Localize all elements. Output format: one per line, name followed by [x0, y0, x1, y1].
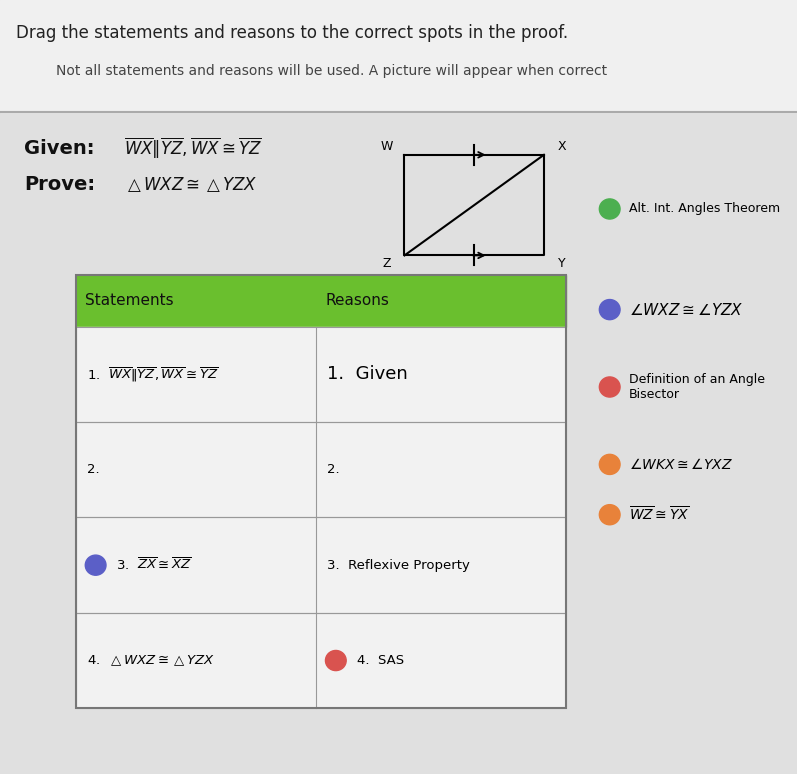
Text: Not all statements and reasons will be used. A picture will appear when correct: Not all statements and reasons will be u… — [56, 64, 607, 78]
Text: W: W — [381, 140, 393, 152]
Circle shape — [599, 505, 620, 525]
Bar — [76, 422, 566, 518]
Circle shape — [599, 377, 620, 397]
Bar — [76, 613, 566, 708]
Text: Reasons: Reasons — [325, 293, 389, 308]
Text: 4.  $\triangle WXZ\cong\triangle YZX$: 4. $\triangle WXZ\cong\triangle YZX$ — [87, 653, 214, 668]
Bar — [76, 275, 566, 327]
Text: Given:: Given: — [24, 139, 94, 158]
Text: Y: Y — [558, 258, 565, 270]
Text: Drag the statements and reasons to the correct spots in the proof.: Drag the statements and reasons to the c… — [16, 24, 568, 43]
Text: Prove:: Prove: — [24, 175, 95, 194]
Text: X: X — [557, 140, 566, 152]
Circle shape — [325, 650, 346, 670]
Text: Alt. Int. Angles Theorem: Alt. Int. Angles Theorem — [629, 203, 780, 215]
Text: 2.: 2. — [87, 464, 100, 476]
Bar — [76, 613, 566, 708]
Text: $\overline{WZ}\cong\overline{YX}$: $\overline{WZ}\cong\overline{YX}$ — [629, 505, 689, 524]
Bar — [76, 327, 566, 422]
Circle shape — [599, 300, 620, 320]
Text: 3.  $\overline{ZX}\cong\overline{XZ}$: 3. $\overline{ZX}\cong\overline{XZ}$ — [116, 557, 192, 574]
Text: 4.  SAS: 4. SAS — [356, 654, 403, 667]
Text: 1.  $\overline{WX}\|\overline{YZ},\overline{WX}\cong\overline{YZ}$: 1. $\overline{WX}\|\overline{YZ},\overli… — [87, 365, 218, 384]
Text: 2.: 2. — [327, 464, 340, 476]
Bar — [76, 327, 566, 422]
Text: $\angle WKX\cong\angle YXZ$: $\angle WKX\cong\angle YXZ$ — [629, 457, 732, 472]
Text: Definition of an Angle
Bisector: Definition of an Angle Bisector — [629, 373, 765, 401]
Text: 1.  Given: 1. Given — [327, 365, 408, 383]
Text: 3.  Reflexive Property: 3. Reflexive Property — [327, 559, 470, 572]
Text: $\angle WXZ\cong\angle YZX$: $\angle WXZ\cong\angle YZX$ — [629, 302, 744, 317]
Bar — [76, 422, 566, 518]
Text: Z: Z — [383, 258, 391, 270]
Bar — [76, 275, 566, 708]
Text: $\triangle WXZ\cong\triangle YZX$: $\triangle WXZ\cong\triangle YZX$ — [124, 175, 257, 194]
Bar — [0, 0, 797, 112]
Text: $\overline{WX}\|\overline{YZ},\overline{WX}\cong\overline{YZ}$: $\overline{WX}\|\overline{YZ},\overline{… — [124, 136, 262, 161]
Circle shape — [85, 555, 106, 575]
Circle shape — [599, 199, 620, 219]
Text: Statements: Statements — [85, 293, 174, 308]
Bar — [76, 518, 566, 613]
Bar — [76, 518, 566, 613]
Circle shape — [599, 454, 620, 474]
